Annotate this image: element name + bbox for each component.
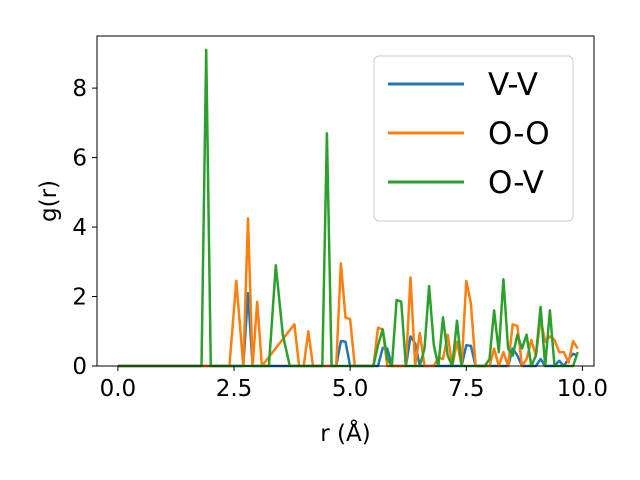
x-axis-label: r (Å) bbox=[320, 419, 370, 447]
y-axis-label: g(r) bbox=[36, 180, 62, 222]
legend-label: V-V bbox=[488, 67, 538, 103]
y-tick-label: 6 bbox=[72, 146, 87, 172]
x-tick-label: 5.0 bbox=[332, 376, 369, 402]
tick-layer: 0.0 2.5 5.0 7.5 10.0 0 2 4 6 8 bbox=[72, 76, 608, 402]
legend-label: O-O bbox=[488, 116, 550, 152]
legend-box bbox=[373, 55, 574, 222]
legend-label: O-V bbox=[488, 165, 544, 201]
x-tick-label: 7.5 bbox=[448, 376, 485, 402]
y-tick-label: 8 bbox=[72, 76, 87, 102]
x-tick-label: 2.5 bbox=[216, 376, 253, 402]
plot-frame bbox=[96, 35, 595, 367]
legend: V-V O-O O-V bbox=[373, 55, 574, 222]
y-tick-label: 0 bbox=[72, 354, 87, 380]
y-tick-label: 4 bbox=[72, 215, 87, 241]
x-tick-label: 10.0 bbox=[557, 376, 608, 402]
y-tick-label: 2 bbox=[72, 285, 87, 311]
x-tick-label: 0.0 bbox=[100, 376, 137, 402]
